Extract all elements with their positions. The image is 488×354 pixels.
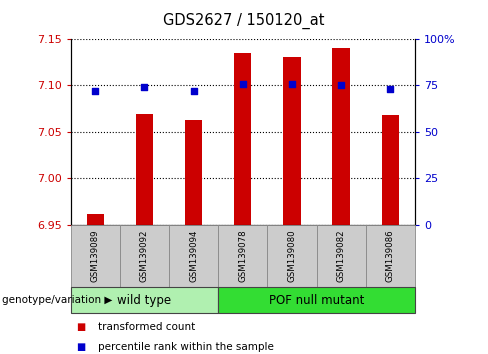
Text: transformed count: transformed count bbox=[98, 322, 195, 332]
Bar bbox=[382, 115, 399, 225]
Text: ■: ■ bbox=[76, 342, 85, 352]
Point bbox=[190, 88, 198, 94]
Text: wild type: wild type bbox=[118, 293, 172, 307]
Text: GSM139092: GSM139092 bbox=[140, 229, 149, 282]
Text: POF null mutant: POF null mutant bbox=[269, 293, 364, 307]
Bar bbox=[284, 57, 301, 225]
Point bbox=[337, 82, 345, 88]
Text: GSM139089: GSM139089 bbox=[91, 229, 100, 282]
Bar bbox=[234, 53, 251, 225]
Bar bbox=[332, 48, 350, 225]
Bar bbox=[136, 114, 153, 225]
Bar bbox=[87, 214, 104, 225]
Bar bbox=[185, 120, 202, 225]
Text: ■: ■ bbox=[76, 322, 85, 332]
Point bbox=[91, 88, 99, 94]
Text: GSM139078: GSM139078 bbox=[238, 229, 247, 282]
Point bbox=[141, 84, 148, 90]
Text: GSM139086: GSM139086 bbox=[386, 229, 395, 282]
Text: GSM139080: GSM139080 bbox=[287, 229, 296, 282]
Text: GDS2627 / 150120_at: GDS2627 / 150120_at bbox=[163, 12, 325, 29]
Point bbox=[239, 81, 247, 86]
Text: genotype/variation ▶: genotype/variation ▶ bbox=[2, 295, 113, 305]
Point bbox=[386, 86, 394, 92]
Text: percentile rank within the sample: percentile rank within the sample bbox=[98, 342, 273, 352]
Point bbox=[288, 81, 296, 86]
Text: GSM139094: GSM139094 bbox=[189, 229, 198, 282]
Text: GSM139082: GSM139082 bbox=[337, 229, 346, 282]
